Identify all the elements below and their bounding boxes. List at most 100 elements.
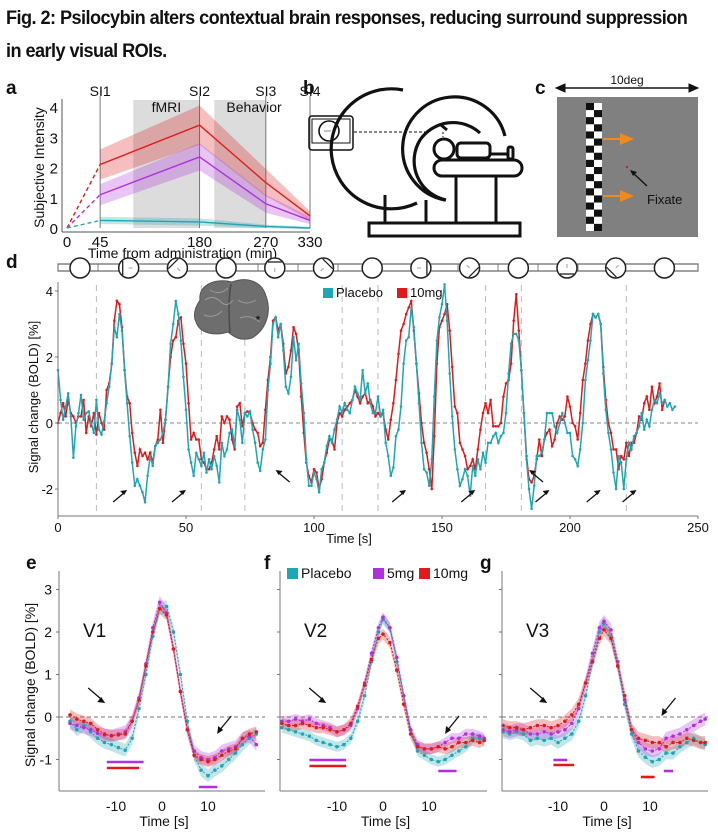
- data-point-Placebo: [302, 411, 306, 415]
- data-point-5mg: [376, 625, 381, 630]
- data-point-10mg: [504, 382, 508, 385]
- data-point-Placebo: [100, 433, 103, 436]
- data-point-Placebo: [409, 306, 413, 309]
- data-point-Placebo: [466, 474, 469, 478]
- y-tick-label: 3: [50, 130, 58, 147]
- checker-cell: [594, 124, 602, 132]
- data-point-10mg: [79, 415, 83, 418]
- data-point-Placebo: [642, 428, 646, 431]
- checker-cell: [594, 188, 602, 196]
- data-point-Placebo: [555, 431, 559, 435]
- data-point-10mg: [589, 322, 592, 326]
- data-point-Placebo: [307, 734, 312, 738]
- brain-fissure: [228, 283, 232, 334]
- timepoint-label: SI1: [90, 83, 111, 99]
- annotation-arrow-icon: [535, 490, 550, 503]
- data-point-Placebo: [228, 431, 231, 435]
- data-point-10mg: [402, 322, 405, 326]
- checker-cell: [594, 117, 602, 125]
- y-tick-label: 2: [50, 161, 58, 178]
- x-tick-label: 0: [63, 234, 71, 251]
- data-point-10mg: [394, 378, 398, 382]
- brain-gyrus: [203, 310, 223, 317]
- data-point-10mg: [207, 467, 211, 471]
- data-point-10mg: [159, 408, 162, 412]
- data-point-5mg: [535, 732, 540, 736]
- checker-cell: [586, 124, 594, 132]
- data-point-Placebo: [120, 329, 124, 332]
- data-point-Placebo: [161, 431, 165, 435]
- data-point-10mg: [671, 740, 675, 745]
- data-point-10mg: [130, 431, 134, 435]
- data-point-10mg: [477, 740, 482, 745]
- data-point-Placebo: [171, 630, 176, 634]
- data-point-Placebo: [543, 438, 546, 441]
- checker-cell: [594, 110, 602, 118]
- data-point-10mg: [507, 725, 512, 730]
- data-point-Placebo: [363, 392, 367, 395]
- data-point-Placebo: [445, 319, 449, 323]
- data-point-10mg: [404, 312, 408, 316]
- series-line-5mg: [99, 156, 311, 222]
- data-point-Placebo: [215, 464, 219, 468]
- data-point-Placebo: [556, 740, 560, 745]
- data-point-5mg: [643, 747, 648, 751]
- data-point-Placebo: [325, 444, 329, 448]
- data-point-Placebo: [545, 411, 549, 415]
- annotation-arrow-icon: [622, 490, 637, 503]
- data-point-10mg: [192, 753, 196, 758]
- data-point-10mg: [489, 398, 492, 402]
- x-tick-label: 0: [54, 520, 61, 535]
- data-point-Placebo: [107, 385, 111, 389]
- data-point-Placebo: [300, 732, 305, 736]
- data-point-Placebo: [113, 326, 116, 329]
- data-point-Placebo: [486, 441, 490, 445]
- data-point-10mg: [123, 732, 127, 736]
- series-line-Placebo: [69, 605, 257, 777]
- annotation-arrow-icon: [217, 715, 232, 734]
- data-point-Placebo: [199, 768, 203, 772]
- legend-label-placebo: Placebo: [336, 285, 383, 300]
- x-tick-label: 200: [559, 520, 581, 535]
- data-point-10mg: [625, 441, 628, 445]
- data-point-Placebo: [146, 474, 149, 478]
- data-point-Placebo: [207, 458, 211, 461]
- annotation-arrow-icon: [529, 687, 548, 703]
- data-point-Placebo: [178, 672, 183, 677]
- data-point-10mg: [130, 719, 134, 724]
- data-point-Placebo: [443, 757, 447, 762]
- data-point-Placebo: [279, 322, 283, 326]
- shaded-epoch-fmri: [133, 100, 200, 228]
- data-point-Placebo: [159, 438, 162, 441]
- data-point-10mg: [369, 657, 374, 662]
- data-point-Placebo: [274, 316, 277, 319]
- data-point-10mg: [362, 683, 367, 687]
- data-point-5mg: [576, 706, 581, 711]
- data-point-10mg: [141, 454, 144, 458]
- stimulus-circle-blank: [507, 257, 530, 279]
- data-point-10mg: [450, 365, 454, 369]
- data-point-10mg: [553, 438, 556, 441]
- panel-label-f: f: [264, 553, 271, 574]
- data-point-10mg: [182, 342, 185, 346]
- data-point-Placebo: [397, 428, 400, 431]
- data-point-Placebo: [594, 316, 597, 319]
- stimulus-circle-blank: [653, 257, 676, 279]
- data-point-Placebo: [530, 507, 533, 511]
- data-point-10mg: [450, 744, 454, 749]
- data-point-5mg: [570, 721, 574, 726]
- data-point-10mg: [371, 405, 375, 408]
- data-point-Placebo: [443, 283, 446, 286]
- data-point-Placebo: [653, 398, 656, 402]
- data-point-Placebo: [678, 744, 682, 749]
- checker-cell: [586, 145, 594, 153]
- data-point-10mg: [650, 385, 654, 389]
- checker-cell: [586, 174, 594, 182]
- data-point-5mg: [157, 600, 162, 605]
- data-point-Placebo: [563, 736, 567, 741]
- data-point-Placebo: [328, 434, 331, 438]
- checker-cell: [586, 117, 594, 125]
- data-point-Placebo: [305, 458, 308, 461]
